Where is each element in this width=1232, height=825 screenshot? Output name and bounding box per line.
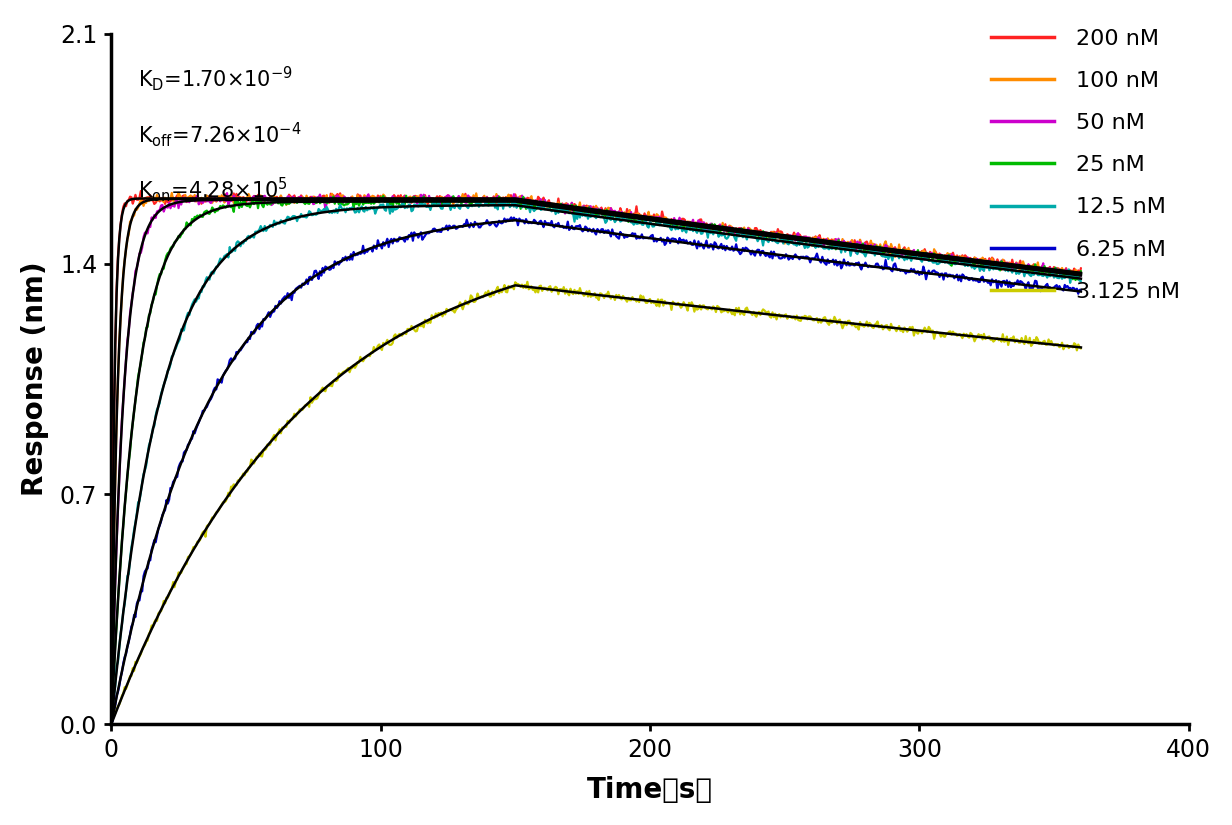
Y-axis label: Response (nm): Response (nm): [21, 262, 49, 497]
Text: K$_\mathrm{on}$=4.28×10$^{5}$: K$_\mathrm{on}$=4.28×10$^{5}$: [138, 175, 288, 204]
Legend: 200 nM, 100 nM, 50 nM, 25 nM, 12.5 nM, 6.25 nM, 3.125 nM: 200 nM, 100 nM, 50 nM, 25 nM, 12.5 nM, 6…: [982, 20, 1189, 311]
X-axis label: Time（s）: Time（s）: [586, 776, 713, 804]
Text: K$_\mathrm{D}$=1.70×10$^{-9}$: K$_\mathrm{D}$=1.70×10$^{-9}$: [138, 64, 293, 93]
Text: K$_\mathrm{off}$=7.26×10$^{-4}$: K$_\mathrm{off}$=7.26×10$^{-4}$: [138, 120, 302, 148]
